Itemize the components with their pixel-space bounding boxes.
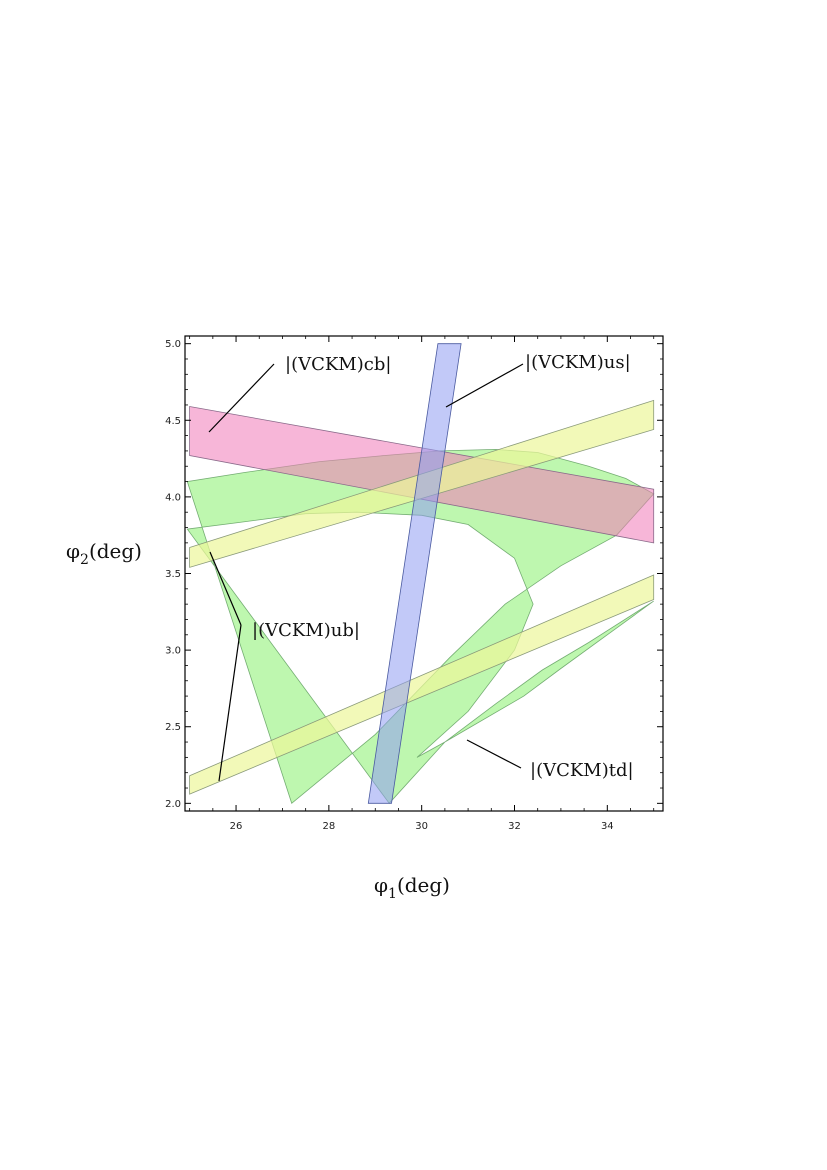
label-us: |(VCKM)us| [525,352,631,373]
x-tick-label: 32 [508,821,521,832]
x-tick-label: 30 [415,821,428,832]
y-axis-title: φ2(deg) [66,539,142,568]
ticks-layer: 26 28 30 32 34 2.0 2.5 3.0 3.5 4.0 4.5 5.0 [165,336,663,832]
x-axis-title: φ1(deg) [374,873,450,902]
label-td: |(VCKM)td| [530,760,634,781]
x-axis-symbol: φ [374,873,388,897]
pointers-layer [208,363,524,782]
band-us [367,343,462,804]
y-tick-label: 2.0 [165,799,181,810]
y-tick-label: 3.5 [165,569,181,580]
y-axis-unit: (deg) [89,539,142,563]
y-axis-subscript: 2 [80,552,89,568]
x-tick-label: 28 [322,821,335,832]
pointer-ub-2 [218,624,242,782]
band-ub-2 [189,574,655,795]
x-axis-subscript: 1 [388,886,397,902]
y-tick-label: 4.0 [165,492,181,503]
y-tick-label: 2.5 [165,722,181,733]
y-axis-symbol: φ [66,539,80,563]
x-axis-unit: (deg) [397,873,450,897]
pointer-us [445,363,524,408]
label-cb: |(VCKM)cb| [285,354,391,375]
x-tick-label: 26 [230,821,243,832]
pointer-ub-1 [209,551,242,626]
pointer-td [466,739,522,769]
y-tick-label: 4.5 [165,416,181,427]
y-tick-label: 5.0 [165,339,181,350]
bands-layer [186,343,655,804]
pointer-cb [208,363,275,433]
y-tick-label: 3.0 [165,646,181,657]
label-ub: |(VCKM)ub| [252,620,360,641]
x-tick-label: 34 [601,821,614,832]
